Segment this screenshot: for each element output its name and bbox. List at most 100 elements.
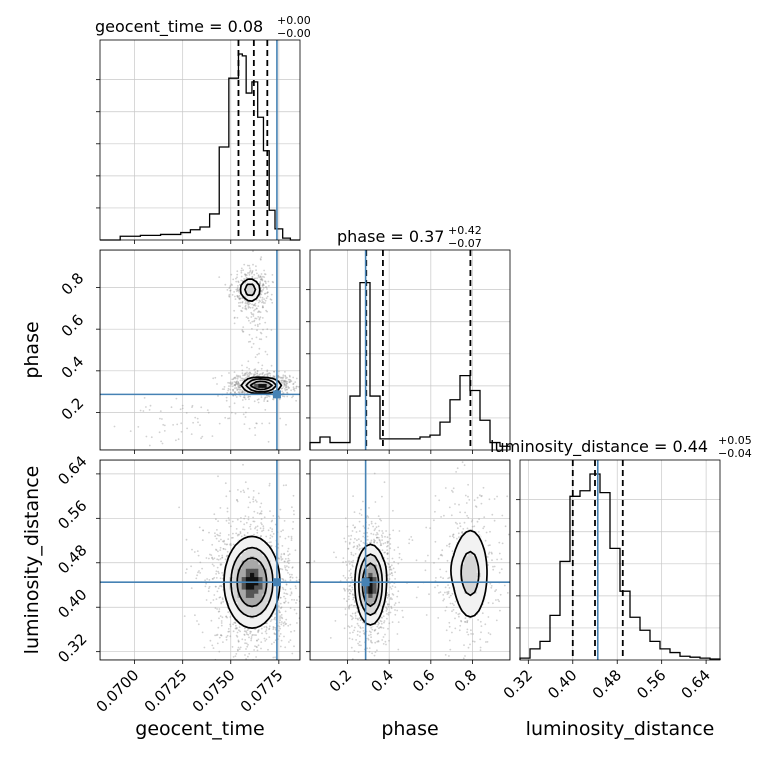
sample-point [218,422,221,425]
density-cell [229,551,234,557]
sample-point [389,566,392,568]
sample-point [475,506,478,508]
sample-point [285,583,288,586]
sample-point [383,551,386,554]
sample-point [353,526,356,529]
sample-point [470,633,472,635]
sample-point [346,600,348,603]
density-cell [233,585,238,590]
sample-point [289,594,292,597]
sample-point [503,584,506,587]
sample-point [181,404,184,407]
density-cell [225,576,230,582]
sample-point [388,593,390,596]
sample-point [258,299,261,302]
title-geocent-time: geocent_time = 0.08 +0.00 −0.00 [95,14,311,40]
sample-point [283,601,286,604]
sample-point [265,309,267,312]
sample-point [257,274,260,276]
density-cell [250,379,255,384]
sample-point [377,623,380,626]
sample-point [256,646,258,648]
sample-point [253,273,256,276]
sample-point [351,530,354,532]
density-cell [245,539,251,544]
sample-point [255,501,258,503]
sample-point [190,587,193,589]
density-cell [254,551,259,557]
sample-point [271,530,273,533]
sample-point [229,289,232,292]
sample-point [264,280,266,283]
sample-point [221,572,224,574]
density-cell [380,597,386,603]
density-cell [254,597,259,603]
sample-point [271,280,274,283]
sample-point [238,386,241,389]
sample-point [239,297,241,300]
sample-point [242,406,245,409]
sample-point [229,381,232,384]
sample-point [376,532,378,534]
sample-point [162,423,165,426]
sample-point [351,561,354,564]
sample-point [263,637,266,640]
sample-point [273,617,276,619]
sample-point [292,494,295,497]
sample-point [353,511,356,513]
sample-point [253,277,256,280]
sample-point [451,602,454,605]
sample-point [205,599,208,601]
sample-point [261,373,264,376]
sample-point [493,565,496,568]
density-cell [266,593,272,598]
sample-point [362,500,364,503]
sample-point [495,619,498,622]
title-phase: phase = 0.37 +0.42 −0.07 [337,224,482,250]
sample-point [386,545,388,548]
sample-point [368,524,371,526]
sample-point [362,535,365,538]
sample-point [234,384,237,387]
sample-point [492,565,494,568]
density-cell [476,585,482,590]
density-cell [241,580,247,586]
density-cell [254,539,259,544]
sample-point [209,601,212,604]
density-cell [254,383,259,388]
sample-point [251,276,254,279]
sample-point [245,308,248,311]
density-cell [245,568,251,573]
sample-point [247,303,250,305]
density-cell [254,555,259,561]
sample-point [374,641,377,644]
ylabel-luminosity-distance: luminosity_distance [21,466,43,655]
density-cell [360,610,365,615]
sample-point [277,374,280,377]
sample-point [287,535,290,538]
sample-point [236,518,239,521]
sample-point [237,382,240,385]
sample-point [263,269,265,272]
density-cell [364,618,369,623]
density-cell [360,605,365,611]
sample-point [352,617,354,619]
density-cell [233,564,238,569]
sample-point [397,621,400,623]
sample-point [247,487,249,490]
sample-point [260,502,263,505]
sample-point [243,517,246,520]
density-cell [229,555,234,561]
title-phase-main: phase = 0.37 [337,227,444,246]
sample-point [458,615,460,618]
density-cell [464,543,469,548]
density-cell [480,576,486,582]
sample-point [286,392,289,394]
density-cell [372,555,378,561]
sample-point [225,399,228,402]
density-cell [364,555,369,561]
sample-point [163,430,166,432]
sample-point [390,568,393,571]
sample-point [274,656,276,659]
density-cell [368,555,373,561]
